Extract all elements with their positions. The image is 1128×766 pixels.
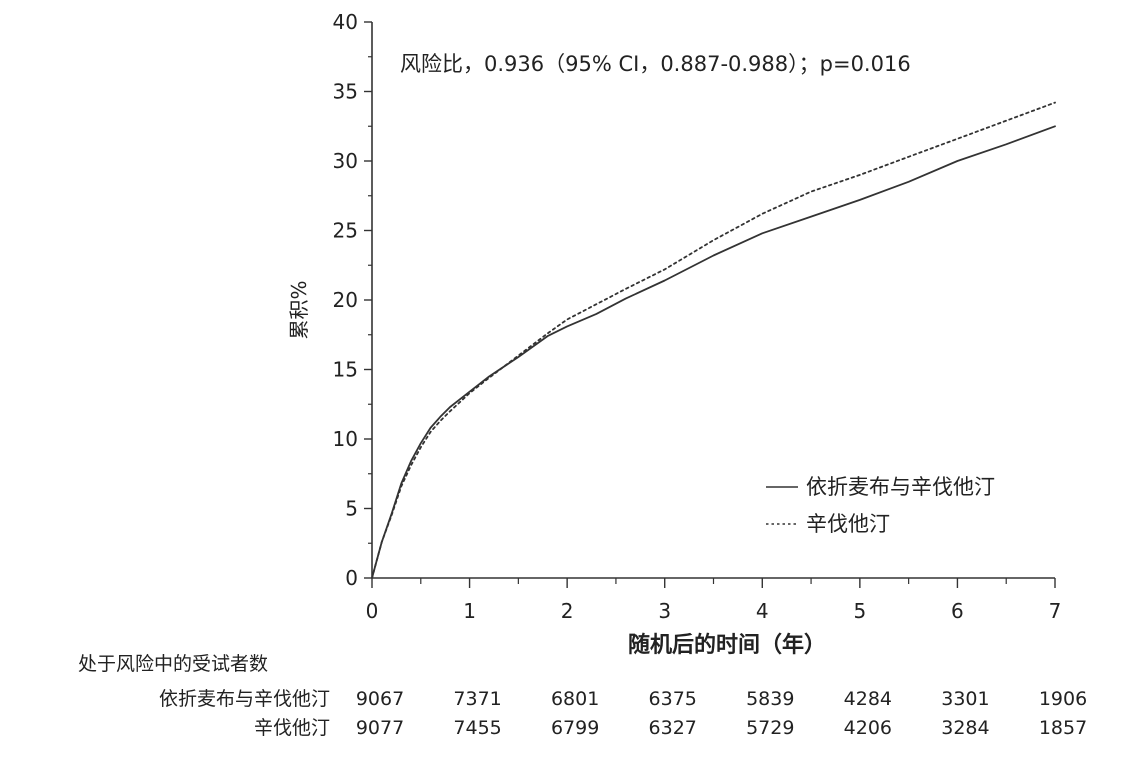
y-tick-label-4: 20	[333, 288, 358, 312]
risk-table-title: 处于风险中的受试者数	[78, 653, 268, 675]
risk-value-r1-c4: 5729	[746, 717, 794, 739]
x-tick-label-3: 3	[658, 599, 671, 623]
y-tick-label-6: 30	[333, 149, 358, 173]
risk-value-r1-c3: 6327	[649, 717, 697, 739]
x-tick-label-4: 4	[756, 599, 769, 623]
x-tick-label-5: 5	[853, 599, 866, 623]
risk-value-r1-c7: 1857	[1039, 717, 1087, 739]
risk-table: 处于风险中的受试者数 依折麦布与辛伐他汀 辛伐他汀 9067 7371 6801 63…	[78, 653, 1087, 739]
series-line-1	[371, 101, 1056, 579]
y-tick-label-1: 5	[345, 497, 358, 521]
risk-value-r1-c0: 9077	[356, 717, 404, 739]
risk-row-label-simvastatin: 辛伐他汀	[254, 717, 330, 739]
y-tick-label-2: 10	[333, 427, 358, 451]
risk-value-r0-c2: 6801	[551, 688, 599, 710]
risk-value-r0-c3: 6375	[649, 688, 697, 710]
y-axis-label: 累积%	[287, 280, 311, 339]
y-tick-label-8: 40	[333, 10, 358, 34]
legend-label-simvastatin: 辛伐他汀	[806, 512, 890, 536]
x-axis-label: 随机后的时间（年）	[628, 632, 826, 658]
risk-values: 9067 7371 6801 6375 5839 4284 3301 1906 9077 7455…	[356, 688, 1087, 739]
y-tick-label-7: 35	[333, 80, 358, 104]
risk-value-r0-c4: 5839	[746, 688, 794, 710]
risk-row-label-ezetimibe: 依折麦布与辛伐他汀	[159, 688, 330, 710]
risk-value-r1-c2: 6799	[551, 717, 599, 739]
x-tick-label-7: 7	[1049, 599, 1062, 623]
x-tick-label-6: 6	[951, 599, 964, 623]
y-tick-label-5: 25	[333, 219, 358, 243]
x-tick-label-2: 2	[561, 599, 574, 623]
series-line-0	[371, 125, 1056, 579]
risk-value-r1-c5: 4206	[844, 717, 892, 739]
x-tick-label-0: 0	[366, 599, 379, 623]
legend: 依折麦布与辛伐他汀 辛伐他汀	[766, 475, 995, 536]
risk-value-r0-c0: 9067	[356, 688, 404, 710]
risk-value-r0-c6: 3301	[941, 688, 989, 710]
x-tick-label-1: 1	[463, 599, 476, 623]
hazard-ratio-annotation: 风险比，0.936（95% CI，0.887-0.988）；p=0.016	[400, 52, 911, 76]
y-tick-label-3: 15	[333, 358, 358, 382]
legend-label-ezetimibe: 依折麦布与辛伐他汀	[806, 475, 995, 499]
y-tick-label-0: 0	[345, 566, 358, 590]
y-ticks: 0 5 10 15 20 25 30 35 40	[333, 10, 372, 590]
series-layer	[371, 101, 1056, 579]
risk-value-r0-c1: 7371	[453, 688, 501, 710]
risk-value-r1-c6: 3284	[941, 717, 989, 739]
risk-value-r0-c7: 1906	[1039, 688, 1087, 710]
risk-value-r0-c5: 4284	[844, 688, 892, 710]
x-ticks: 0 1 2 3 4 5 6 7	[366, 578, 1062, 623]
risk-value-r1-c1: 7455	[453, 717, 501, 739]
